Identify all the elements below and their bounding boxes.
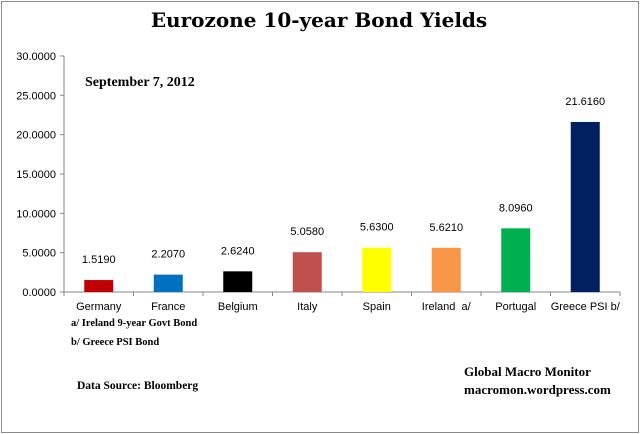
bar xyxy=(501,228,531,292)
y-tick-label: 30.0000 xyxy=(16,51,56,63)
data-label: 2.2070 xyxy=(151,249,185,261)
credit-name: Global Macro Monitor xyxy=(464,364,591,379)
y-tick-label: 25.0000 xyxy=(16,90,56,102)
footnote-b: b/ Greece PSI Bond xyxy=(71,337,160,348)
bar xyxy=(292,252,322,292)
bar xyxy=(223,271,253,292)
bar xyxy=(570,121,600,292)
x-tick-label: Portugal xyxy=(495,301,536,313)
data-label: 5.0580 xyxy=(290,226,324,238)
x-tick-label: Germany xyxy=(76,301,122,313)
y-tick-label: 15.0000 xyxy=(16,169,56,181)
y-tick-label: 20.0000 xyxy=(16,130,56,142)
x-tick-label: France xyxy=(151,301,185,313)
x-tick-label: Italy xyxy=(297,301,318,313)
bar xyxy=(431,247,461,292)
data-label: 2.6240 xyxy=(221,245,255,257)
y-tick-labels: 0.0000 5.0000 10.0000 15.0000 20.0000 25.0000… xyxy=(16,51,56,299)
data-label: 8.0960 xyxy=(499,202,533,214)
bars xyxy=(84,121,600,292)
data-label: 5.6300 xyxy=(360,222,394,234)
bar xyxy=(362,247,392,292)
chart-subtitle: September 7, 2012 xyxy=(85,75,195,90)
data-source: Data Source: Bloomberg xyxy=(77,380,199,392)
x-tick-label: Greece PSI b/ xyxy=(551,301,621,313)
y-tick-label: 5.0000 xyxy=(22,248,56,260)
x-tick-labels: Germany France Belgium Italy Spain Ireland a/… xyxy=(76,301,621,313)
data-label: 5.6210 xyxy=(429,222,463,234)
credit-url: macromon.wordpress.com xyxy=(464,382,611,397)
bar xyxy=(153,274,183,292)
bar xyxy=(84,280,114,292)
x-tick-label: Spain xyxy=(363,301,391,313)
chart-axes xyxy=(60,55,621,296)
x-tick-label: Ireland a/ xyxy=(422,301,472,313)
x-tick-label: Belgium xyxy=(218,301,258,313)
chart-title: Eurozone 10-year Bond Yields xyxy=(150,8,488,32)
y-tick-label: 0.0000 xyxy=(22,287,56,299)
footnote-a: a/ Ireland 9-year Govt Bond xyxy=(71,318,198,329)
data-label: 1.5190 xyxy=(82,254,116,266)
data-labels: 1.5190 2.2070 2.6240 5.0580 5.6300 5.6210 8.09… xyxy=(82,96,605,266)
y-tick-label: 10.0000 xyxy=(16,208,56,220)
data-label: 21.6160 xyxy=(565,96,605,108)
